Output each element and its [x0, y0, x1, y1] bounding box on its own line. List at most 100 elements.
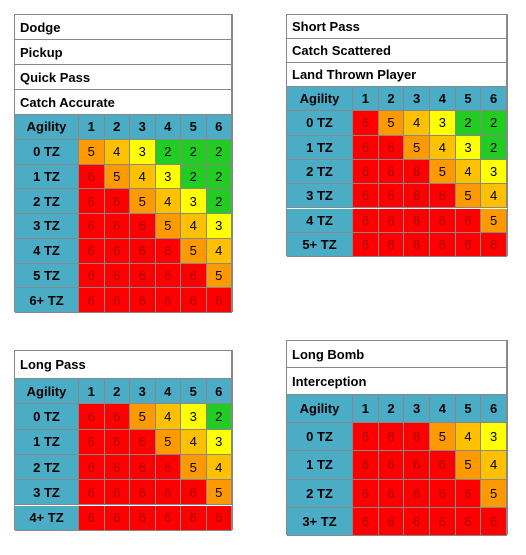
roll-cell: 6 [79, 214, 105, 239]
header-cell: 5 [455, 87, 482, 112]
table-title: Long Bomb [287, 341, 507, 368]
roll-cell: 4 [130, 164, 156, 190]
roll-cell: 6 [404, 232, 430, 258]
roll-cell: 4 [206, 238, 232, 264]
roll-cell: 5 [155, 429, 181, 455]
header-cell: 4 [430, 395, 456, 424]
header-cell: 5 [181, 115, 207, 140]
roll-cell: 6 [353, 451, 379, 480]
roll-cell: 6 [404, 423, 430, 452]
roll-cell: 6 [353, 232, 379, 258]
roll-cell: 3 [130, 139, 156, 165]
roll-cell: 4 [206, 454, 232, 481]
header-cell: 1 [79, 379, 105, 405]
roll-cell: 6 [455, 208, 482, 233]
table-title: Catch Accurate [15, 90, 232, 115]
roll-cell: 6 [353, 135, 379, 160]
roll-cell: 5 [455, 451, 482, 480]
roll-cell: 6 [378, 232, 405, 258]
table-title: Interception [287, 368, 507, 395]
roll-cell: 5 [404, 135, 430, 160]
roll-cell: 6 [79, 454, 105, 481]
roll-cell: 6 [130, 454, 156, 481]
row-label: 5 TZ [15, 263, 79, 289]
roll-cell: 2 [181, 164, 207, 190]
row-label: 1 TZ [287, 451, 353, 480]
roll-cell: 6 [130, 238, 156, 264]
roll-cell: 6 [181, 480, 207, 506]
roll-cell: 6 [481, 232, 507, 258]
roll-cell: 6 [79, 480, 105, 506]
roll-cell: 5 [481, 208, 507, 233]
roll-cell: 2 [481, 111, 507, 136]
roll-cell: 3 [481, 423, 507, 452]
roll-cell: 4 [404, 111, 430, 136]
roll-cell: 4 [481, 184, 507, 209]
roll-cell: 6 [378, 507, 405, 536]
header-cell: Agility [287, 87, 353, 112]
roll-cell: 5 [130, 404, 156, 430]
roll-table: Long Bomb Interception Agility 1 2 3 4 5 6 0 TZ 6 6… [286, 340, 508, 536]
roll-cell: 6 [378, 208, 405, 233]
row-label: 2 TZ [15, 189, 79, 214]
roll-cell: 6 [155, 454, 181, 481]
header-cell: 6 [481, 87, 507, 112]
roll-cell: 6 [378, 451, 405, 480]
roll-cell: 6 [181, 263, 207, 289]
table-title: Quick Pass [15, 65, 232, 90]
roll-cell: 6 [130, 263, 156, 289]
row-label: 0 TZ [287, 423, 353, 452]
roll-table: Short Pass Catch Scattered Land Thrown Pla… [286, 14, 508, 258]
row-label: 1 TZ [287, 135, 353, 160]
roll-cell: 6 [430, 507, 456, 536]
roll-cell: 6 [104, 454, 130, 481]
roll-cell: 6 [378, 159, 405, 185]
row-label: 2 TZ [287, 479, 353, 508]
roll-cell: 6 [430, 451, 456, 480]
roll-cell: 4 [455, 423, 482, 452]
roll-cell: 6 [404, 479, 430, 508]
roll-cell: 5 [430, 423, 456, 452]
roll-cell: 5 [206, 263, 232, 289]
roll-cell: 5 [79, 139, 105, 165]
roll-table: Long Pass Agility 1 2 3 4 5 6 0 TZ 6 6 5 4 3 2 1 TZ 6 6 6 5… [14, 350, 233, 531]
roll-cell: 6 [130, 480, 156, 506]
roll-cell: 2 [481, 135, 507, 160]
row-label: 6+ TZ [15, 288, 79, 313]
roll-cell: 6 [155, 263, 181, 289]
row-label: 2 TZ [15, 454, 79, 481]
row-label: 2 TZ [287, 159, 353, 185]
roll-cell: 6 [79, 238, 105, 264]
roll-cell: 4 [481, 451, 507, 480]
roll-cell: 3 [481, 159, 507, 185]
roll-cell: 6 [353, 159, 379, 185]
roll-cell: 2 [455, 111, 482, 136]
roll-cell: 6 [79, 288, 105, 313]
roll-cell: 4 [181, 214, 207, 239]
table-title: Dodge [15, 15, 232, 40]
header-cell: 1 [353, 395, 379, 424]
roll-cell: 6 [104, 189, 130, 214]
header-cell: 5 [455, 395, 482, 424]
row-label: 5+ TZ [287, 232, 353, 258]
roll-cell: 6 [481, 507, 507, 536]
roll-cell: 6 [455, 232, 482, 258]
roll-cell: 6 [104, 429, 130, 455]
roll-cell: 6 [130, 429, 156, 455]
header-cell: 6 [481, 395, 507, 424]
roll-cell: 6 [353, 184, 379, 209]
header-cell: 1 [353, 87, 379, 112]
roll-cell: 5 [378, 111, 405, 136]
roll-cell: 6 [79, 263, 105, 289]
roll-cell: 6 [378, 184, 405, 209]
roll-cell: 5 [430, 159, 456, 185]
roll-cell: 4 [104, 139, 130, 165]
roll-cell: 3 [455, 135, 482, 160]
table-title: Land Thrown Player [287, 63, 507, 87]
roll-cell: 6 [404, 184, 430, 209]
roll-cell: 6 [155, 505, 181, 531]
row-label: 0 TZ [15, 404, 79, 430]
roll-cell: 4 [155, 189, 181, 214]
header-cell: 4 [155, 379, 181, 405]
